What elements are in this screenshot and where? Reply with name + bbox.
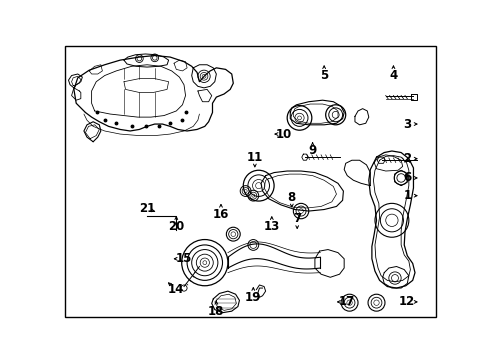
- Text: 6: 6: [403, 171, 410, 184]
- Text: 7: 7: [292, 212, 301, 225]
- Text: 1: 1: [403, 189, 410, 202]
- Text: 12: 12: [398, 296, 415, 309]
- Text: 17: 17: [339, 296, 355, 309]
- Text: 15: 15: [176, 252, 192, 265]
- Text: 13: 13: [263, 220, 279, 233]
- Text: 11: 11: [246, 150, 263, 164]
- Text: 5: 5: [319, 69, 327, 82]
- Text: 20: 20: [168, 220, 184, 233]
- Text: 16: 16: [212, 208, 229, 221]
- Text: 10: 10: [275, 127, 292, 140]
- Text: 8: 8: [287, 191, 295, 204]
- Text: 3: 3: [403, 118, 410, 131]
- Text: 21: 21: [139, 202, 155, 215]
- Text: 14: 14: [168, 283, 184, 296]
- Text: 2: 2: [403, 152, 410, 165]
- Text: 9: 9: [308, 144, 316, 157]
- Text: 19: 19: [244, 291, 261, 304]
- Text: 4: 4: [388, 69, 397, 82]
- Text: 18: 18: [208, 305, 224, 318]
